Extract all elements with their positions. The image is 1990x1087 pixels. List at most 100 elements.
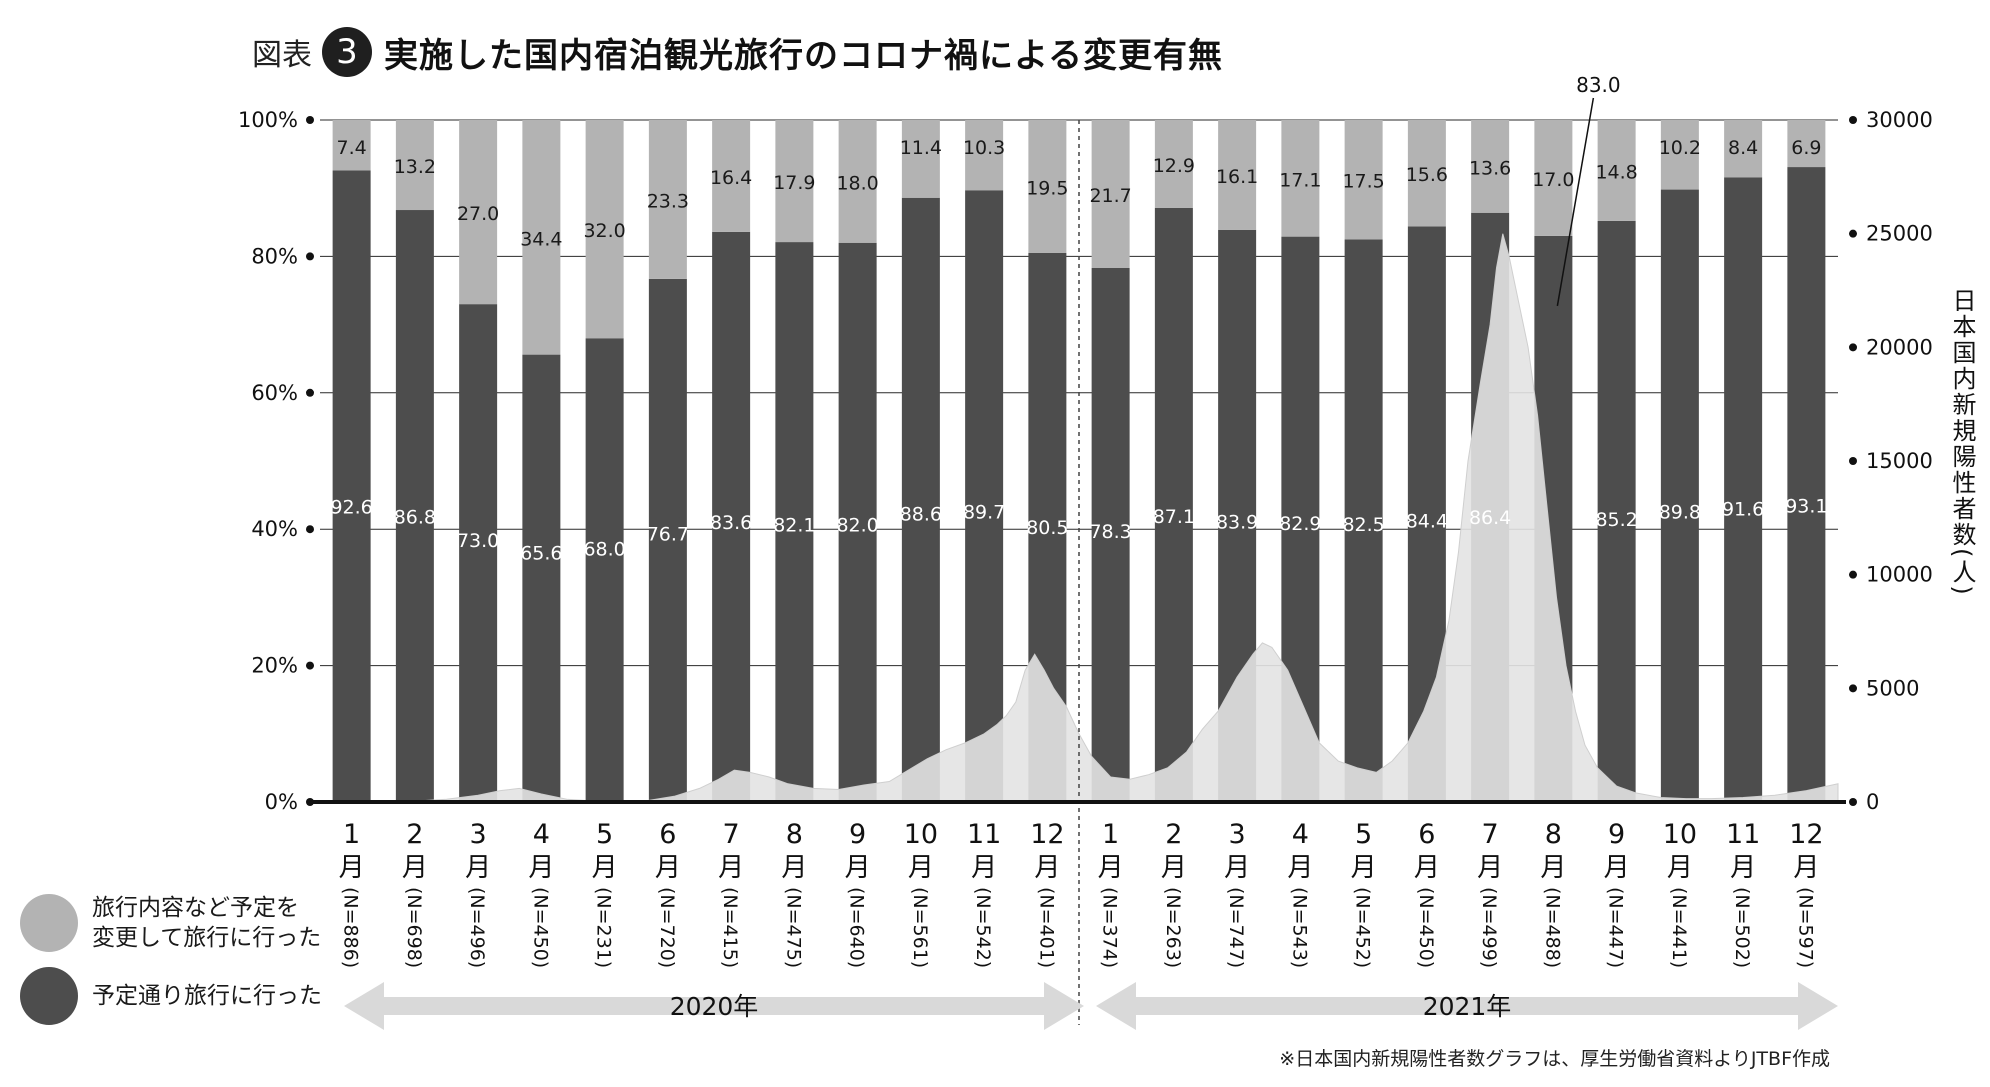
bar-as-planned — [1660, 189, 1699, 803]
y-left-tick-dot — [306, 798, 314, 806]
y-right-tick-dot — [1849, 229, 1857, 238]
x-month-suffix: 月 — [781, 853, 807, 883]
y-left-tick-label: 20% — [251, 654, 298, 678]
figure-number-badge: 3 — [322, 27, 372, 77]
x-month-number: 11 — [1726, 819, 1760, 850]
x-month-suffix: 月 — [592, 853, 618, 883]
x-month-suffix: 月 — [1034, 853, 1060, 883]
y-left-tick-dot — [306, 525, 314, 534]
data-label-changed: 10.3 — [963, 137, 1005, 159]
x-sample-size: (N=488) — [1541, 887, 1563, 968]
x-month-number: 11 — [967, 819, 1001, 850]
y-right-tick-label: 15000 — [1866, 449, 1933, 473]
bar-changed — [901, 120, 940, 198]
legend-swatch-changed — [20, 894, 78, 952]
data-label-changed: 17.9 — [773, 172, 815, 194]
x-month-number: 3 — [1229, 819, 1246, 850]
bar-changed — [459, 120, 498, 305]
data-label-as-planned: 82.5 — [1342, 514, 1384, 536]
bar-changed — [522, 120, 561, 355]
x-month-suffix: 月 — [971, 853, 997, 883]
x-month-suffix: 月 — [718, 853, 744, 883]
bar-changed — [395, 120, 434, 211]
y-left-tick-dot — [306, 252, 314, 261]
x-month-number: 3 — [470, 819, 487, 850]
data-label-changed: 13.2 — [394, 156, 436, 178]
bar-as-planned — [648, 278, 687, 802]
data-label-changed: 6.9 — [1791, 137, 1821, 159]
legend-item-changed: 旅行内容など予定を 変更して旅行に行った — [20, 893, 321, 953]
bar-changed — [1597, 120, 1636, 221]
x-month-suffix: 月 — [655, 853, 681, 883]
x-sample-size: (N=543) — [1288, 887, 1310, 968]
data-label-as-planned: 82.1 — [773, 514, 815, 536]
y-left-tick-dot — [306, 661, 314, 670]
x-month-suffix: 月 — [1161, 853, 1187, 883]
bar-changed — [1787, 120, 1826, 168]
y-right-tick-dot — [1849, 116, 1857, 124]
bar-changed — [648, 120, 687, 279]
x-month-suffix: 月 — [528, 853, 554, 883]
x-month-number: 4 — [1292, 819, 1309, 850]
data-label-as-planned: 82.9 — [1279, 513, 1321, 535]
x-month-suffix: 月 — [1287, 853, 1313, 883]
x-sample-size: (N=415) — [719, 887, 741, 968]
x-month-suffix: 月 — [1667, 853, 1693, 883]
source-footnote: ※日本国内新規陽性者数グラフは、厚生労働省資料よりJTBF作成 — [1279, 1048, 1830, 1070]
data-label-as-planned: 89.7 — [963, 502, 1005, 524]
x-sample-size: (N=542) — [972, 887, 994, 968]
y-left-tick-dot — [306, 388, 314, 397]
y-right-tick-dot — [1849, 343, 1857, 352]
data-label-changed: 8.4 — [1728, 137, 1758, 159]
x-month-suffix: 月 — [1730, 853, 1756, 883]
x-sample-size: (N=231) — [593, 887, 615, 968]
data-label-changed: 7.4 — [337, 137, 367, 159]
legend-label-changed-line1: 旅行内容など予定を — [92, 895, 299, 921]
data-label-as-planned: 65.6 — [520, 542, 562, 564]
title-text: 実施した国内宿泊観光旅行のコロナ禍による変更有無 — [384, 35, 1223, 76]
data-label-changed: 19.5 — [1026, 177, 1068, 199]
data-label-as-planned: 92.6 — [330, 497, 372, 519]
bar-as-planned — [775, 242, 814, 802]
bar-changed — [585, 120, 624, 339]
bar-as-planned — [838, 242, 877, 802]
data-label-as-planned: 84.4 — [1406, 511, 1448, 533]
data-label-as-planned: 91.6 — [1722, 498, 1764, 520]
bar-changed — [1154, 120, 1193, 208]
x-sample-size: (N=447) — [1605, 887, 1627, 968]
bar-changed — [1091, 120, 1130, 268]
x-month-number: 8 — [1545, 819, 1562, 850]
y-right-tick-dot — [1849, 684, 1857, 693]
bar-changed — [1218, 120, 1257, 230]
data-label-changed: 32.0 — [583, 220, 625, 242]
bar-changed — [1534, 120, 1573, 236]
y-right-tick-dot — [1849, 570, 1857, 579]
x-month-suffix: 月 — [908, 853, 934, 883]
data-label-as-planned: 73.0 — [457, 530, 499, 552]
bar-as-planned — [1091, 267, 1130, 802]
x-month-number: 7 — [1482, 819, 1499, 850]
year-2021-arrow — [1096, 982, 1838, 1030]
bar-as-planned — [1597, 220, 1636, 802]
data-label-as-planned: 89.8 — [1659, 501, 1701, 523]
bar-as-planned — [965, 190, 1004, 803]
data-label-changed: 23.3 — [647, 190, 689, 212]
bar-changed — [332, 120, 371, 171]
x-month-number: 4 — [533, 819, 550, 850]
x-month-suffix: 月 — [402, 853, 428, 883]
y-right-tick-label: 25000 — [1866, 222, 1933, 246]
y-right-tick-label: 0 — [1866, 790, 1879, 814]
bar-changed — [1407, 120, 1446, 227]
x-sample-size: (N=452) — [1352, 887, 1374, 968]
x-sample-size: (N=496) — [466, 887, 488, 968]
data-label-as-planned: 78.3 — [1089, 521, 1131, 543]
bar-changed — [1471, 120, 1510, 213]
x-month-suffix: 月 — [1224, 853, 1250, 883]
data-label-changed: 18.0 — [836, 172, 878, 194]
data-label-changed: 16.4 — [710, 167, 752, 189]
x-sample-size: (N=374) — [1099, 887, 1121, 968]
x-month-number: 1 — [1102, 819, 1119, 850]
bar-changed — [1344, 120, 1383, 240]
year-2020-arrow — [344, 982, 1084, 1030]
x-sample-size: (N=561) — [909, 887, 931, 968]
